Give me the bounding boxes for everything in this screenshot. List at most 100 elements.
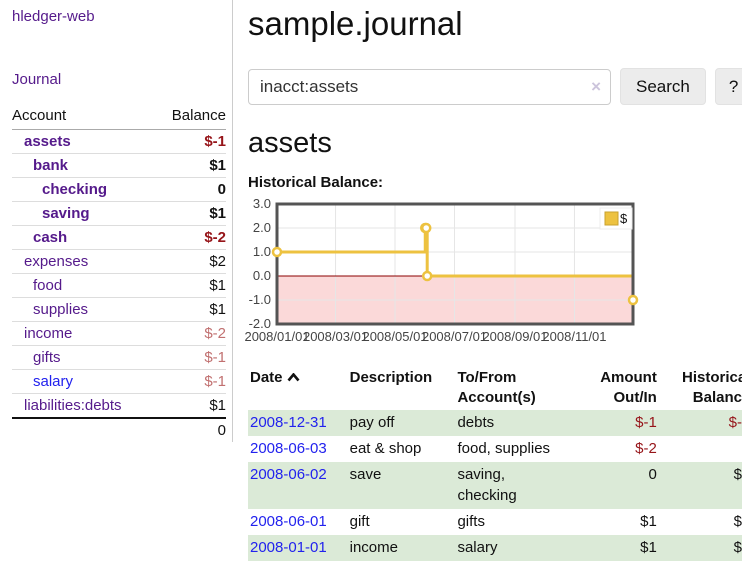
tx-balance: $-1 <box>728 414 742 431</box>
account-link-expenses[interactable]: expenses <box>24 253 89 270</box>
tx-balance: $2 <box>733 466 742 483</box>
tx-date-link[interactable]: 2008-06-02 <box>250 466 327 483</box>
account-link-checking[interactable]: checking <box>42 181 108 198</box>
tx-date-link[interactable]: 2008-01-01 <box>250 539 327 556</box>
svg-text:2008/05/01: 2008/05/01 <box>362 329 427 344</box>
register-row: 2008-12-31 pay off debts $-1 $-1 <box>248 410 742 436</box>
tx-accounts: food, supplies <box>457 440 551 457</box>
account-row: cash $-2 <box>12 225 226 250</box>
tx-balance: $1 <box>733 539 742 556</box>
description-column-header: Description <box>349 369 433 386</box>
account-balance: $-1 <box>155 369 226 394</box>
sort-by-date-link[interactable]: Date <box>250 369 300 386</box>
account-balance: $-1 <box>155 345 226 370</box>
tx-amount: $1 <box>640 513 657 530</box>
svg-text:3.0: 3.0 <box>253 196 271 211</box>
account-row: income $-2 <box>12 321 226 346</box>
tx-amount: $-1 <box>635 414 657 431</box>
account-row: gifts $-1 <box>12 345 226 370</box>
svg-text:2008/03/01: 2008/03/01 <box>303 329 368 344</box>
tx-date-link[interactable]: 2008-06-01 <box>250 513 327 530</box>
accounts-total-row: 0 <box>12 418 226 442</box>
account-link-saving[interactable]: saving <box>42 205 90 222</box>
account-balance: $1 <box>155 273 226 298</box>
account-row: checking 0 <box>12 177 226 202</box>
account-row: food $1 <box>12 273 226 298</box>
account-balance: $-2 <box>155 225 226 250</box>
account-balance: $-1 <box>155 129 226 154</box>
search-button[interactable]: Search <box>620 68 706 105</box>
tx-date-link[interactable]: 2008-12-31 <box>250 414 327 431</box>
account-link-assets[interactable]: assets <box>24 133 71 150</box>
main-content: sample.journal × Search ? assets Histori… <box>233 0 742 561</box>
account-row: liabilities:debts $1 <box>12 393 226 419</box>
chart-container: $3.0 2.0 1.0 0.0 -1.0 -2.0 2008/01/01 2008/03/0… <box>244 196 742 344</box>
accounts-table: Account Balance assets $-1 bank $1 check… <box>12 104 226 442</box>
tx-accounts: saving, checking <box>457 466 517 504</box>
account-link-salary[interactable]: salary <box>33 373 74 390</box>
account-balance: $1 <box>155 297 226 322</box>
account-link-gifts[interactable]: gifts <box>33 349 61 366</box>
clear-search-icon[interactable]: × <box>591 76 601 96</box>
account-link-bank[interactable]: bank <box>33 157 69 174</box>
tx-date-link[interactable]: 2008-06-03 <box>250 440 327 457</box>
search-input[interactable] <box>248 68 611 105</box>
svg-text:$: $ <box>620 211 628 226</box>
account-link-supplies[interactable]: supplies <box>33 301 89 318</box>
tx-description: gift <box>349 513 370 530</box>
account-heading: assets <box>248 127 332 159</box>
account-link-liabilities-debts[interactable]: liabilities:debts <box>24 397 122 414</box>
svg-text:2.0: 2.0 <box>253 220 271 235</box>
tx-description: save <box>349 466 382 483</box>
account-link-food[interactable]: food <box>33 277 63 294</box>
register-row: 2008-01-01 income salary $1 $1 <box>248 535 742 561</box>
tx-accounts: gifts <box>457 513 485 530</box>
svg-text:0.0: 0.0 <box>253 268 271 283</box>
register-table: Date Description To/From Account(s) Amou… <box>248 366 742 561</box>
search-form: × Search ? <box>248 68 742 105</box>
account-link-cash[interactable]: cash <box>33 229 68 246</box>
journal-link[interactable]: Journal <box>12 71 62 88</box>
account-row: bank $1 <box>12 153 226 178</box>
balance-column-header: Historical Balance <box>681 369 742 406</box>
tx-accounts: salary <box>457 539 498 556</box>
account-row: assets $-1 <box>12 129 226 154</box>
search-box: × <box>248 68 611 105</box>
tx-balance: $2 <box>733 513 742 530</box>
sort-ascending-icon <box>287 372 300 382</box>
amount-column-header: Amount Out/In <box>600 369 657 406</box>
accounts-column-header: To/From Account(s) <box>457 369 536 406</box>
account-row: salary $-1 <box>12 369 226 394</box>
account-balance: $1 <box>155 153 226 178</box>
brand-link[interactable]: hledger-web <box>12 8 95 25</box>
account-balance: $1 <box>155 201 226 226</box>
tx-description: pay off <box>349 414 395 431</box>
register-row: 2008-06-03 eat & shop food, supplies $-2… <box>248 436 742 462</box>
register-row: 2008-06-02 save saving, checking 0 $2 <box>248 462 742 509</box>
svg-text:2008/09/01: 2008/09/01 <box>482 329 547 344</box>
account-column-header: Account <box>12 104 156 130</box>
tx-description: income <box>349 539 398 556</box>
account-row: saving $1 <box>12 201 226 226</box>
balance-column-header: Balance <box>155 104 226 130</box>
svg-text:2008/11/01: 2008/11/01 <box>542 329 606 344</box>
register-header-row: Date Description To/From Account(s) Amou… <box>248 366 742 410</box>
tx-balance: 0 <box>659 436 742 462</box>
page-title: sample.journal <box>248 5 463 42</box>
account-balance: $2 <box>155 249 226 274</box>
help-button[interactable]: ? <box>714 68 742 105</box>
svg-text:1.0: 1.0 <box>253 244 271 259</box>
date-column-header: Date <box>248 366 348 410</box>
svg-text:-1.0: -1.0 <box>249 292 271 307</box>
tx-description: eat & shop <box>349 440 422 457</box>
accounts-total-value: 0 <box>217 422 226 439</box>
tx-amount: 0 <box>648 466 657 483</box>
account-link-income[interactable]: income <box>24 325 73 342</box>
svg-text:-2.0: -2.0 <box>249 316 271 331</box>
register-row: 2008-06-01 gift gifts $1 $2 <box>248 509 742 535</box>
account-row: supplies $1 <box>12 297 226 322</box>
chart-title: Historical Balance: <box>248 174 384 191</box>
svg-text:2008/01/01: 2008/01/01 <box>244 329 309 344</box>
account-balance: $1 <box>155 393 226 419</box>
account-balance: $-2 <box>155 321 226 346</box>
